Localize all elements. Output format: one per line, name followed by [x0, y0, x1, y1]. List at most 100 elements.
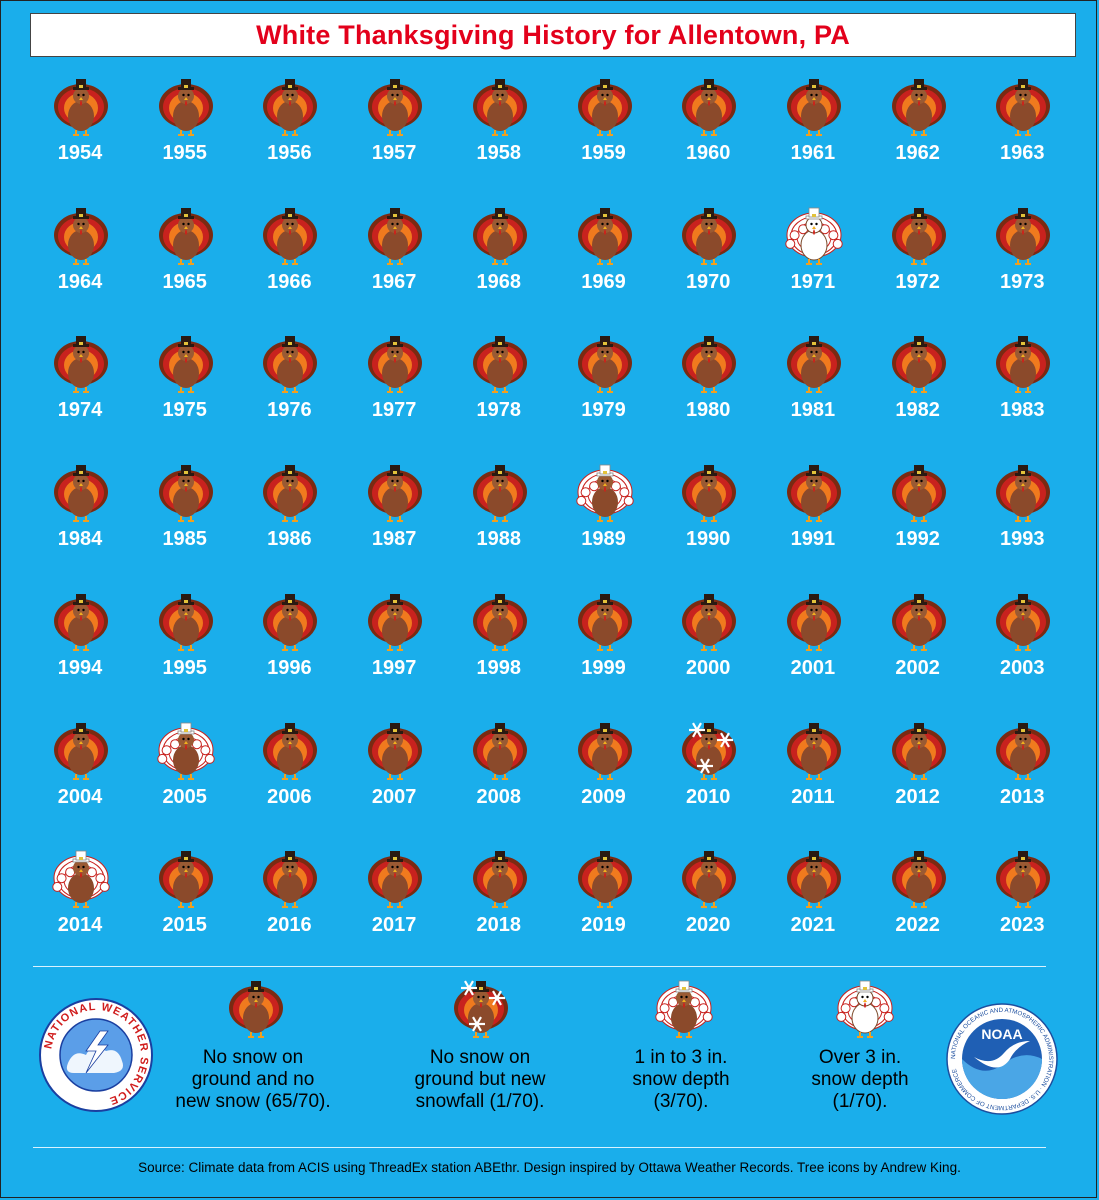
turkey-icon-none: [158, 593, 213, 651]
year-label: 2017: [371, 914, 417, 937]
year-label: 2010: [685, 785, 731, 808]
turkey-icon-new_snow: [682, 722, 737, 780]
turkey-icon-none: [891, 465, 946, 523]
chart-title: White Thanksgiving History for Allentown…: [256, 19, 850, 50]
turkey-icon-none: [682, 207, 737, 265]
year-label: 1992: [895, 528, 940, 551]
year-cell-1958: 1958: [449, 76, 549, 186]
year-label: 1954: [57, 142, 103, 164]
year-label: 1975: [162, 399, 207, 422]
year-cell-1998: 1998: [449, 591, 549, 701]
turkey-icon-none: [54, 722, 108, 780]
year-cell-1959: 1959: [554, 76, 654, 186]
year-label: 1964: [57, 270, 103, 293]
year-label: 2019: [581, 914, 626, 937]
year-label: 2003: [1000, 656, 1045, 679]
year-label: 2018: [476, 914, 522, 937]
year-label: 2014: [57, 914, 103, 937]
turkey-icon-none: [996, 79, 1051, 136]
year-cell-1968: 1968: [449, 205, 549, 315]
year-cell-2013: 2013: [972, 720, 1072, 830]
year-cell-1973: 1973: [972, 205, 1072, 315]
year-label: 1969: [581, 270, 626, 293]
turkey-icon-none: [158, 851, 213, 909]
year-label: 1987: [371, 528, 417, 551]
turkey-icon-none: [54, 593, 108, 651]
year-cell-2003: 2003: [972, 591, 1072, 701]
legend-turkey-icon-depth_over_3: [836, 980, 894, 1038]
year-label: 1977: [371, 399, 417, 422]
year-cell-1982: 1982: [868, 333, 968, 443]
year-label: 1995: [162, 656, 207, 679]
turkey-icon-none: [368, 851, 423, 909]
year-label: 2013: [1000, 785, 1045, 808]
year-cell-1962: 1962: [868, 76, 968, 186]
year-label: 2006: [267, 785, 312, 808]
turkey-icon-none: [54, 465, 108, 523]
year-label: 1963: [1000, 142, 1045, 164]
year-grid: 1954 1955 1956 1957 1958 1959 1960 1961 1962 1963…: [30, 76, 1072, 958]
turkey-icon-none: [577, 207, 632, 265]
turkey-icon-none: [368, 593, 423, 651]
year-label: 1980: [685, 399, 731, 422]
legend-text: 1 in to 3 in. snow depth (3/70).: [632, 1047, 730, 1112]
year-label: 1982: [895, 399, 940, 422]
turkey-icon-none: [786, 465, 841, 523]
title-box: White Thanksgiving History for Allentown…: [30, 13, 1076, 57]
year-cell-1997: 1997: [344, 591, 444, 701]
year-label: 2001: [790, 656, 836, 679]
turkey-icon-none: [158, 336, 213, 394]
legend-text: No snow on ground but new snowfall (1/70…: [414, 1047, 546, 1112]
year-cell-1978: 1978: [449, 333, 549, 443]
turkey-icon-none: [996, 207, 1051, 265]
turkey-icon-none: [577, 851, 632, 909]
year-cell-2020: 2020: [658, 848, 758, 958]
turkey-icon-none: [891, 79, 946, 136]
year-cell-1979: 1979: [554, 333, 654, 443]
year-cell-1985: 1985: [135, 462, 235, 572]
year-label: 1998: [476, 656, 522, 679]
year-label: 1996: [267, 656, 312, 679]
year-cell-2008: 2008: [449, 720, 549, 830]
year-cell-1972: 1972: [868, 205, 968, 315]
turkey-icon-none: [577, 336, 632, 394]
turkey-icon-none: [368, 722, 423, 780]
year-cell-1970: 1970: [658, 205, 758, 315]
turkey-icon-none: [368, 207, 423, 265]
year-cell-2002: 2002: [868, 591, 968, 701]
turkey-icon-none: [891, 207, 946, 265]
year-cell-2005: 2005: [135, 720, 235, 830]
year-cell-1991: 1991: [763, 462, 863, 572]
divider-bottom: [33, 1147, 1046, 1148]
year-label: 1974: [57, 399, 103, 422]
divider-top: [33, 966, 1046, 967]
year-label: 1991: [790, 528, 836, 551]
year-label: 1993: [1000, 528, 1045, 551]
turkey-icon-none: [682, 336, 737, 394]
year-cell-2019: 2019: [554, 848, 654, 958]
year-cell-2015: 2015: [135, 848, 235, 958]
year-cell-1999: 1999: [554, 591, 654, 701]
turkey-icon-none: [263, 336, 318, 394]
year-cell-2006: 2006: [239, 720, 339, 830]
year-cell-2009: 2009: [554, 720, 654, 830]
year-label: 1979: [581, 399, 626, 422]
year-cell-2007: 2007: [344, 720, 444, 830]
legend-text: Over 3 in. snow depth (1/70).: [811, 1047, 909, 1112]
year-cell-1993: 1993: [972, 462, 1072, 572]
turkey-icon-none: [682, 79, 737, 136]
year-label: 1973: [1000, 270, 1045, 293]
year-cell-1964: 1964: [30, 205, 130, 315]
year-cell-1975: 1975: [135, 333, 235, 443]
year-cell-1990: 1990: [658, 462, 758, 572]
year-cell-1957: 1957: [344, 76, 444, 186]
year-cell-2012: 2012: [868, 720, 968, 830]
year-label: 2023: [1000, 914, 1045, 937]
year-label: 1959: [581, 142, 626, 164]
year-cell-1966: 1966: [239, 205, 339, 315]
turkey-icon-none: [54, 336, 108, 394]
turkey-icon-none: [577, 722, 632, 780]
turkey-icon-none: [996, 465, 1051, 523]
year-label: 1967: [371, 270, 417, 293]
year-cell-2016: 2016: [239, 848, 339, 958]
